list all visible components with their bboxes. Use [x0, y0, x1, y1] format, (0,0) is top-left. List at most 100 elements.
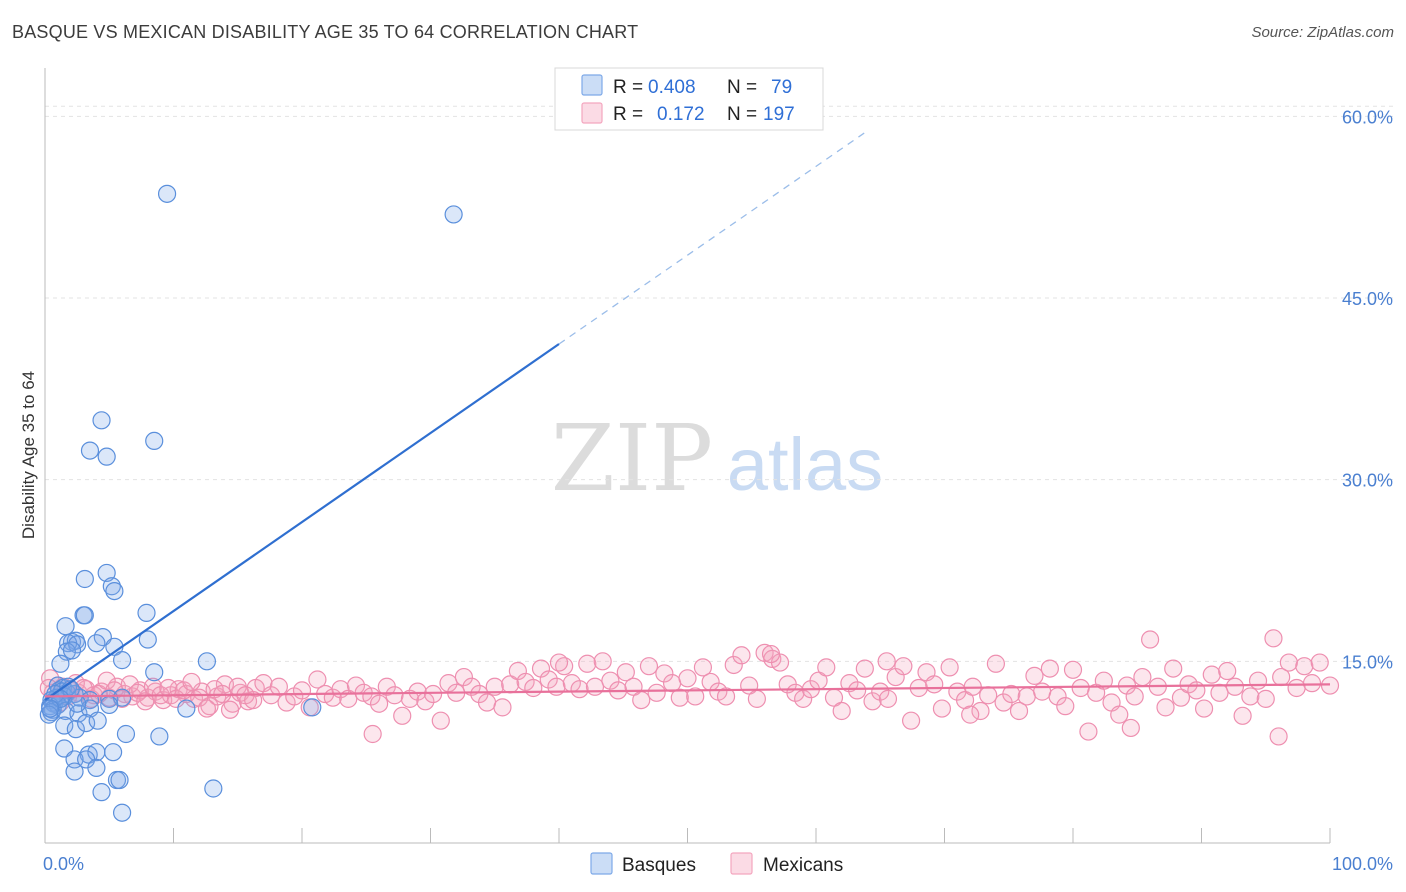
mexican-point	[601, 671, 620, 690]
mexican-point	[136, 692, 155, 711]
mexican-point	[1302, 674, 1322, 693]
mexican-point	[1233, 706, 1252, 725]
mexican-point	[524, 678, 543, 698]
watermark-zip: ZIP	[551, 405, 713, 512]
mexican-point	[678, 669, 697, 688]
mexican-point	[840, 674, 859, 693]
mexican-point	[362, 687, 381, 706]
mexican-point	[1056, 697, 1075, 716]
mexican-point	[1202, 665, 1221, 684]
mexican-point	[431, 711, 450, 730]
mexican-point	[269, 677, 288, 696]
series-basques-points	[39, 184, 463, 822]
basque-point	[112, 651, 132, 670]
mexican-point	[979, 686, 998, 705]
mexican-point	[716, 687, 736, 706]
mexican-point	[871, 682, 890, 701]
basque-point	[66, 720, 85, 739]
mexican-point	[292, 681, 312, 700]
mexican-point	[393, 706, 412, 725]
mexican-point	[1320, 676, 1340, 695]
mexican-point	[197, 699, 217, 718]
basque-point	[150, 727, 169, 746]
mexican-point	[632, 690, 651, 710]
legend-swatch-mexicans	[581, 102, 603, 124]
mexican-point	[878, 689, 898, 708]
basque-point	[100, 689, 119, 708]
mexican-point	[724, 655, 743, 675]
mexican-point	[1063, 660, 1083, 679]
legend-n-label-mexicans: N =	[727, 104, 757, 125]
mexican-point	[593, 652, 612, 671]
bottom-legend-swatch-basques	[590, 852, 613, 875]
mexican-point	[1071, 678, 1090, 698]
basque-point	[100, 695, 119, 715]
mexican-point	[423, 684, 443, 704]
mexican-point	[400, 689, 420, 708]
mexican-point	[385, 686, 404, 705]
mexican-point	[832, 701, 851, 721]
mexican-point	[570, 680, 589, 699]
mexican-point	[877, 652, 896, 671]
basque-point	[80, 441, 100, 460]
legend-box-frame	[554, 67, 824, 131]
basque-point	[97, 563, 116, 583]
mexican-point	[578, 654, 597, 673]
basque-point	[51, 654, 70, 673]
watermark-atlas: atlas	[727, 423, 883, 506]
bottom-legend: Basques Mexicans	[590, 852, 843, 876]
bottom-legend-label-basques: Basques	[622, 855, 696, 876]
mexican-trend-line	[44, 683, 1331, 698]
mexican-point	[1279, 653, 1298, 672]
mexican-point	[1110, 705, 1129, 724]
basque-point	[157, 184, 177, 203]
mexican-point	[1156, 698, 1175, 717]
basque-point	[177, 699, 196, 718]
basque-point	[68, 694, 87, 713]
mexican-point	[370, 694, 389, 713]
mexican-point	[454, 667, 474, 687]
mexican-point	[1194, 699, 1214, 718]
mexican-point	[1094, 671, 1113, 690]
mexican-point	[932, 699, 952, 718]
mexican-point	[817, 658, 836, 677]
mexican-point	[585, 677, 605, 696]
basque-point	[112, 803, 132, 822]
basque-point	[41, 699, 60, 718]
mexican-point	[477, 693, 497, 712]
basque-point	[65, 762, 84, 781]
bottom-legend-swatch-mexicans	[730, 852, 753, 875]
legend-swatch-basques	[581, 74, 603, 96]
mexican-point	[549, 653, 569, 672]
mexican-point	[1269, 727, 1288, 746]
y-tick-label: 60.0%	[1342, 107, 1393, 127]
basque-point	[87, 758, 106, 778]
mexican-point	[244, 690, 263, 710]
y-tick-label: 30.0%	[1342, 471, 1393, 491]
mexican-point	[639, 657, 659, 676]
mexican-point	[1225, 677, 1245, 696]
mexican-point	[761, 644, 781, 664]
mexican-point	[408, 682, 427, 701]
trend-lines	[44, 130, 1331, 701]
mexican-point	[220, 700, 240, 719]
basque-point	[92, 783, 111, 802]
basque-point	[55, 716, 74, 735]
mexican-point	[485, 677, 504, 696]
basque-point	[197, 652, 217, 671]
mexican-point	[670, 688, 689, 707]
mexican-point	[1287, 678, 1306, 698]
legend-box: R = 0.408 N = 79 R = 0.172 N = 197	[554, 67, 824, 131]
mexican-point	[1002, 684, 1021, 704]
y-tick-label: 45.0%	[1342, 289, 1393, 309]
bottom-legend-label-mexicans: Mexicans	[763, 855, 843, 876]
mexican-point	[1133, 667, 1152, 687]
mexican-point	[1033, 682, 1052, 701]
basque-point	[104, 743, 123, 762]
mexican-point	[894, 657, 913, 676]
mexican-point	[539, 670, 558, 689]
basque-point	[444, 205, 463, 224]
basque-point	[77, 713, 96, 733]
basque-point	[105, 581, 124, 601]
